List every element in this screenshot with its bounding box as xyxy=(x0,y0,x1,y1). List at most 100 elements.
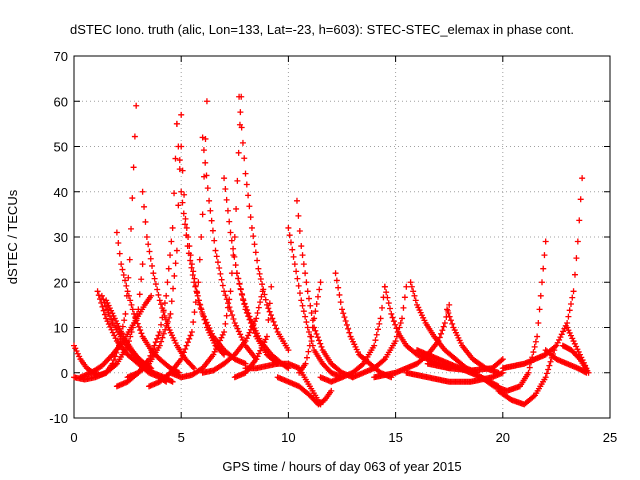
data-point xyxy=(304,324,311,331)
x-axis-label: GPS time / hours of day 063 of year 2015 xyxy=(222,459,461,474)
data-point xyxy=(172,260,179,267)
data-point xyxy=(222,186,229,193)
data-point xyxy=(570,288,577,295)
data-point xyxy=(196,256,203,263)
data-point xyxy=(248,224,255,231)
data-point xyxy=(235,275,242,282)
data-point xyxy=(541,252,548,259)
data-point xyxy=(122,310,129,317)
data-series xyxy=(139,188,198,372)
data-point xyxy=(261,291,268,298)
data-series xyxy=(242,360,324,408)
data-point xyxy=(303,319,310,326)
data-point xyxy=(130,164,137,171)
data-point xyxy=(107,323,114,330)
data-point xyxy=(159,334,166,341)
data-point xyxy=(257,347,264,354)
data-point xyxy=(571,271,578,278)
data-point xyxy=(228,270,235,277)
data-series xyxy=(178,143,228,358)
data-point xyxy=(217,270,224,277)
data-point xyxy=(339,306,345,313)
data-point xyxy=(262,296,269,303)
data-point xyxy=(124,288,131,295)
data-point xyxy=(231,234,238,240)
data-point xyxy=(221,175,228,182)
data-point xyxy=(530,349,537,356)
data-point xyxy=(178,111,185,118)
data-point xyxy=(147,255,154,262)
data-point xyxy=(245,310,252,317)
data-point xyxy=(150,345,157,352)
data-point xyxy=(299,302,306,309)
data-point xyxy=(542,238,549,245)
data-point xyxy=(206,197,213,204)
data-point xyxy=(308,310,315,317)
data-point xyxy=(234,177,241,184)
y-tick-label: 30 xyxy=(54,230,68,245)
data-point xyxy=(141,203,148,210)
data-point xyxy=(212,247,219,254)
data-point xyxy=(209,227,216,234)
data-point xyxy=(388,310,395,317)
data-point xyxy=(187,252,194,259)
data-point xyxy=(202,320,209,327)
data-point xyxy=(167,310,174,317)
data-point xyxy=(336,291,343,298)
data-point xyxy=(543,370,550,377)
data-point xyxy=(176,157,183,164)
data-point xyxy=(235,328,242,335)
data-point xyxy=(267,312,274,319)
data-point xyxy=(307,302,314,309)
data-point xyxy=(233,270,240,277)
data-point xyxy=(237,286,244,293)
data-point xyxy=(184,339,191,346)
data-point xyxy=(585,369,592,376)
data-point xyxy=(214,259,221,266)
data-point xyxy=(255,265,262,272)
data-point xyxy=(253,315,260,322)
data-point xyxy=(268,283,275,290)
data-point xyxy=(109,329,116,336)
data-point xyxy=(128,301,135,308)
data-point xyxy=(285,347,292,354)
y-tick-label: 60 xyxy=(54,94,68,109)
data-point xyxy=(243,181,250,188)
data-point xyxy=(262,336,269,343)
data-point xyxy=(565,327,572,334)
data-point xyxy=(214,343,221,350)
data-point xyxy=(213,345,220,352)
data-point xyxy=(234,325,241,332)
data-point xyxy=(328,387,335,394)
data-point xyxy=(175,202,182,209)
data-point xyxy=(317,340,324,347)
data-point xyxy=(180,349,187,356)
data-series xyxy=(199,288,266,376)
data-point xyxy=(343,321,350,328)
data-point xyxy=(148,292,155,299)
data-point xyxy=(569,294,576,301)
data-point xyxy=(112,335,119,342)
data-point xyxy=(385,300,392,307)
data-point xyxy=(112,361,119,368)
data-point xyxy=(219,350,226,357)
data-point xyxy=(244,307,251,314)
data-point xyxy=(239,291,246,298)
data-point xyxy=(139,261,146,268)
data-point xyxy=(449,320,456,327)
data-point xyxy=(298,297,305,304)
data-point xyxy=(229,312,236,319)
data-point xyxy=(151,342,158,349)
data-point xyxy=(163,292,170,299)
data-point xyxy=(136,291,143,298)
y-tick-label: -10 xyxy=(49,411,68,426)
data-point xyxy=(128,225,135,232)
data-point xyxy=(195,279,202,286)
data-point xyxy=(237,331,244,338)
data-point xyxy=(254,257,261,264)
data-point xyxy=(411,292,418,299)
data-point xyxy=(242,170,249,177)
data-point xyxy=(76,353,83,360)
data-point xyxy=(242,303,249,310)
